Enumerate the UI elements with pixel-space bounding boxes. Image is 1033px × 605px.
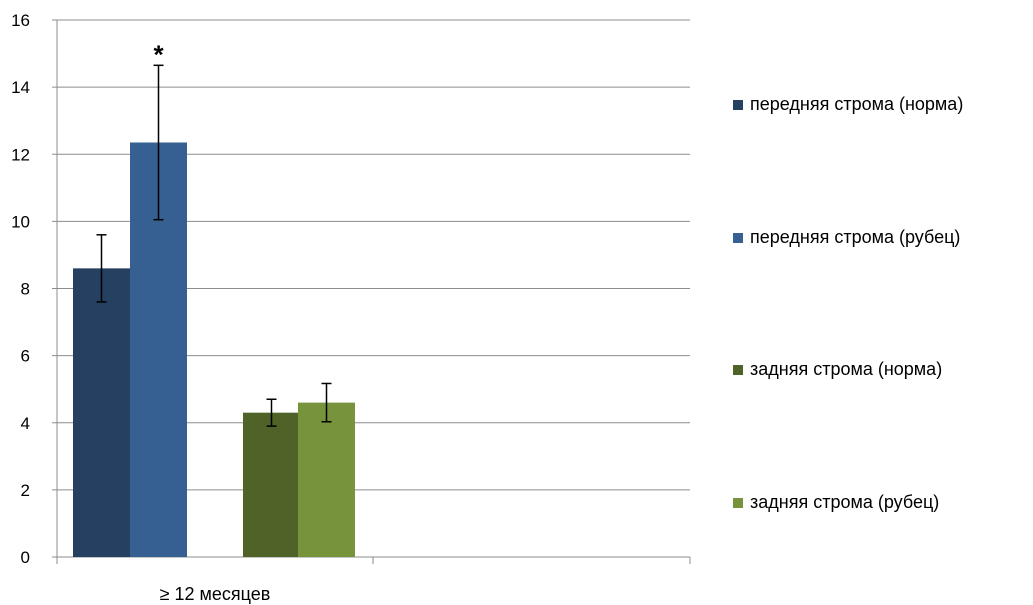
legend-label: передняя строма (норма) — [750, 94, 964, 114]
x-category-label: ≥ 12 месяцев — [160, 584, 271, 604]
legend-swatch — [733, 99, 743, 110]
tick-labels: 0 2 4 6 8 10 12 14 16 * ≥ 12 месяцев — [11, 11, 270, 604]
legend-item: задняя строма (рубец) — [733, 492, 939, 513]
legend-item: передняя строма (норма) — [733, 94, 963, 115]
legend-swatch — [733, 232, 743, 243]
y-tick-label: 0 — [21, 548, 30, 567]
y-tick-label: 12 — [11, 145, 30, 164]
y-tick-label: 6 — [21, 347, 30, 366]
legend-item: передняя строма (рубец) — [733, 227, 960, 248]
bars — [73, 142, 355, 558]
bar-1 — [73, 268, 130, 557]
y-tick-label: 2 — [21, 481, 30, 500]
legend-swatch — [733, 497, 743, 508]
legend: передняя строма (норма) передняя строма (… — [733, 0, 1033, 605]
y-tick-label: 8 — [21, 280, 30, 299]
y-tick-label: 4 — [21, 414, 30, 433]
legend-item: задняя строма (норма) — [733, 359, 942, 380]
bar-3 — [243, 412, 300, 557]
legend-swatch — [733, 364, 743, 375]
legend-label: задняя строма (рубец) — [750, 492, 940, 512]
legend-label: передняя строма (рубец) — [750, 227, 961, 247]
significance-marker: * — [153, 39, 164, 69]
error-bars — [96, 64, 332, 427]
legend-label: задняя строма (норма) — [750, 359, 943, 379]
y-tick-label: 10 — [11, 212, 30, 231]
y-tick-label: 14 — [11, 78, 30, 97]
y-tick-label: 16 — [11, 11, 30, 30]
bar-4 — [298, 402, 355, 557]
